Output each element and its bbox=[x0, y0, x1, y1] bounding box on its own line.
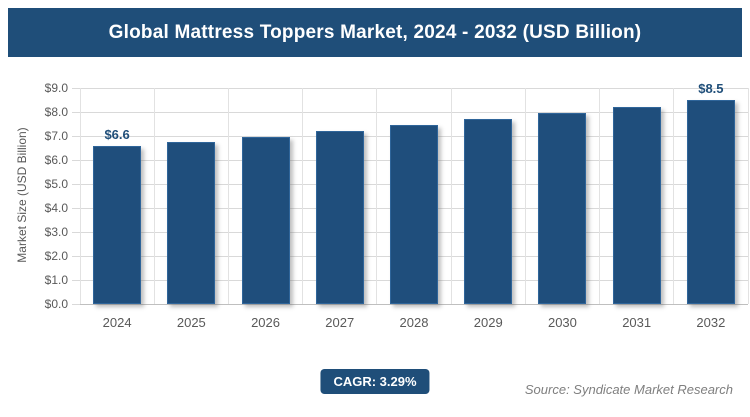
bar-2029 bbox=[464, 119, 513, 304]
y-tick-label-0: $0.0 bbox=[44, 297, 68, 311]
gridline-v-9 bbox=[747, 88, 749, 304]
gridline-v-3 bbox=[302, 88, 304, 304]
cagr-badge: CAGR: 3.29% bbox=[320, 369, 430, 394]
gridline-v-7 bbox=[599, 88, 601, 304]
plot-area: $6.6 $8.5 bbox=[79, 81, 749, 305]
y-tick-mark-1 bbox=[72, 279, 80, 281]
y-tick-mark-3 bbox=[72, 231, 80, 233]
gridline-v-1 bbox=[153, 88, 155, 304]
y-tick-label-4: $4.0 bbox=[44, 201, 68, 215]
gridline-v-5 bbox=[450, 88, 452, 304]
bar-2032 bbox=[686, 100, 735, 304]
bar-chart: Market Size (USD Billion) $6.6 $8.5 $0.0 $… bbox=[0, 57, 750, 357]
x-tick-label-2030: 2030 bbox=[547, 315, 577, 330]
y-tick-label-7: $7.0 bbox=[44, 129, 68, 143]
gridline-v-2 bbox=[227, 88, 229, 304]
y-tick-mark-5 bbox=[72, 183, 80, 185]
bar-2028 bbox=[390, 125, 438, 304]
bar-2026 bbox=[241, 137, 290, 304]
y-tick-mark-0 bbox=[72, 303, 80, 305]
y-tick-mark-6 bbox=[72, 159, 80, 161]
y-tick-mark-4 bbox=[72, 207, 80, 209]
bar-2030 bbox=[538, 113, 587, 304]
x-tick-label-2025: 2025 bbox=[176, 315, 206, 330]
y-tick-label-8: $8.0 bbox=[44, 105, 68, 119]
x-tick-label-2031: 2031 bbox=[622, 315, 652, 330]
chart-title: Global Mattress Toppers Market, 2024 - 2… bbox=[108, 21, 642, 43]
y-tick-label-6: $6.0 bbox=[44, 153, 68, 167]
bar-value-label-2024: $6.6 bbox=[104, 126, 130, 142]
bar-2027 bbox=[315, 131, 364, 304]
x-tick-label-2032: 2032 bbox=[696, 315, 726, 330]
y-tick-mark-2 bbox=[72, 255, 80, 257]
gridline-v-8 bbox=[673, 88, 675, 304]
x-tick-label-2024: 2024 bbox=[102, 315, 132, 330]
x-tick-label-2027: 2027 bbox=[325, 315, 355, 330]
x-tick-label-2028: 2028 bbox=[399, 315, 429, 330]
bar-value-label-2032: $8.5 bbox=[698, 81, 724, 96]
y-tick-label-9: $9.0 bbox=[44, 81, 68, 95]
gridline-v-6 bbox=[524, 88, 526, 304]
y-tick-label-3: $3.0 bbox=[44, 225, 68, 239]
x-tick-label-2029: 2029 bbox=[473, 315, 503, 330]
y-tick-label-2: $2.0 bbox=[44, 249, 68, 263]
gridline-h-0 bbox=[80, 303, 748, 305]
bar-2025 bbox=[167, 142, 216, 304]
y-tick-label-5: $5.0 bbox=[44, 177, 68, 191]
chart-title-banner: Global Mattress Toppers Market, 2024 - 2… bbox=[8, 8, 742, 57]
gridline-h-9 bbox=[80, 87, 748, 89]
gridline-v-0 bbox=[79, 88, 81, 304]
bar-2031 bbox=[612, 107, 661, 304]
y-tick-mark-9 bbox=[72, 87, 80, 89]
y-tick-mark-8 bbox=[72, 111, 80, 113]
y-tick-mark-7 bbox=[72, 135, 80, 137]
gridline-v-4 bbox=[376, 88, 378, 304]
y-tick-label-1: $1.0 bbox=[44, 273, 68, 287]
source-attribution: Source: Syndicate Market Research bbox=[524, 382, 733, 397]
bar-2024 bbox=[93, 145, 142, 304]
gridline-h-8 bbox=[80, 111, 748, 113]
x-tick-label-2026: 2026 bbox=[251, 315, 280, 330]
